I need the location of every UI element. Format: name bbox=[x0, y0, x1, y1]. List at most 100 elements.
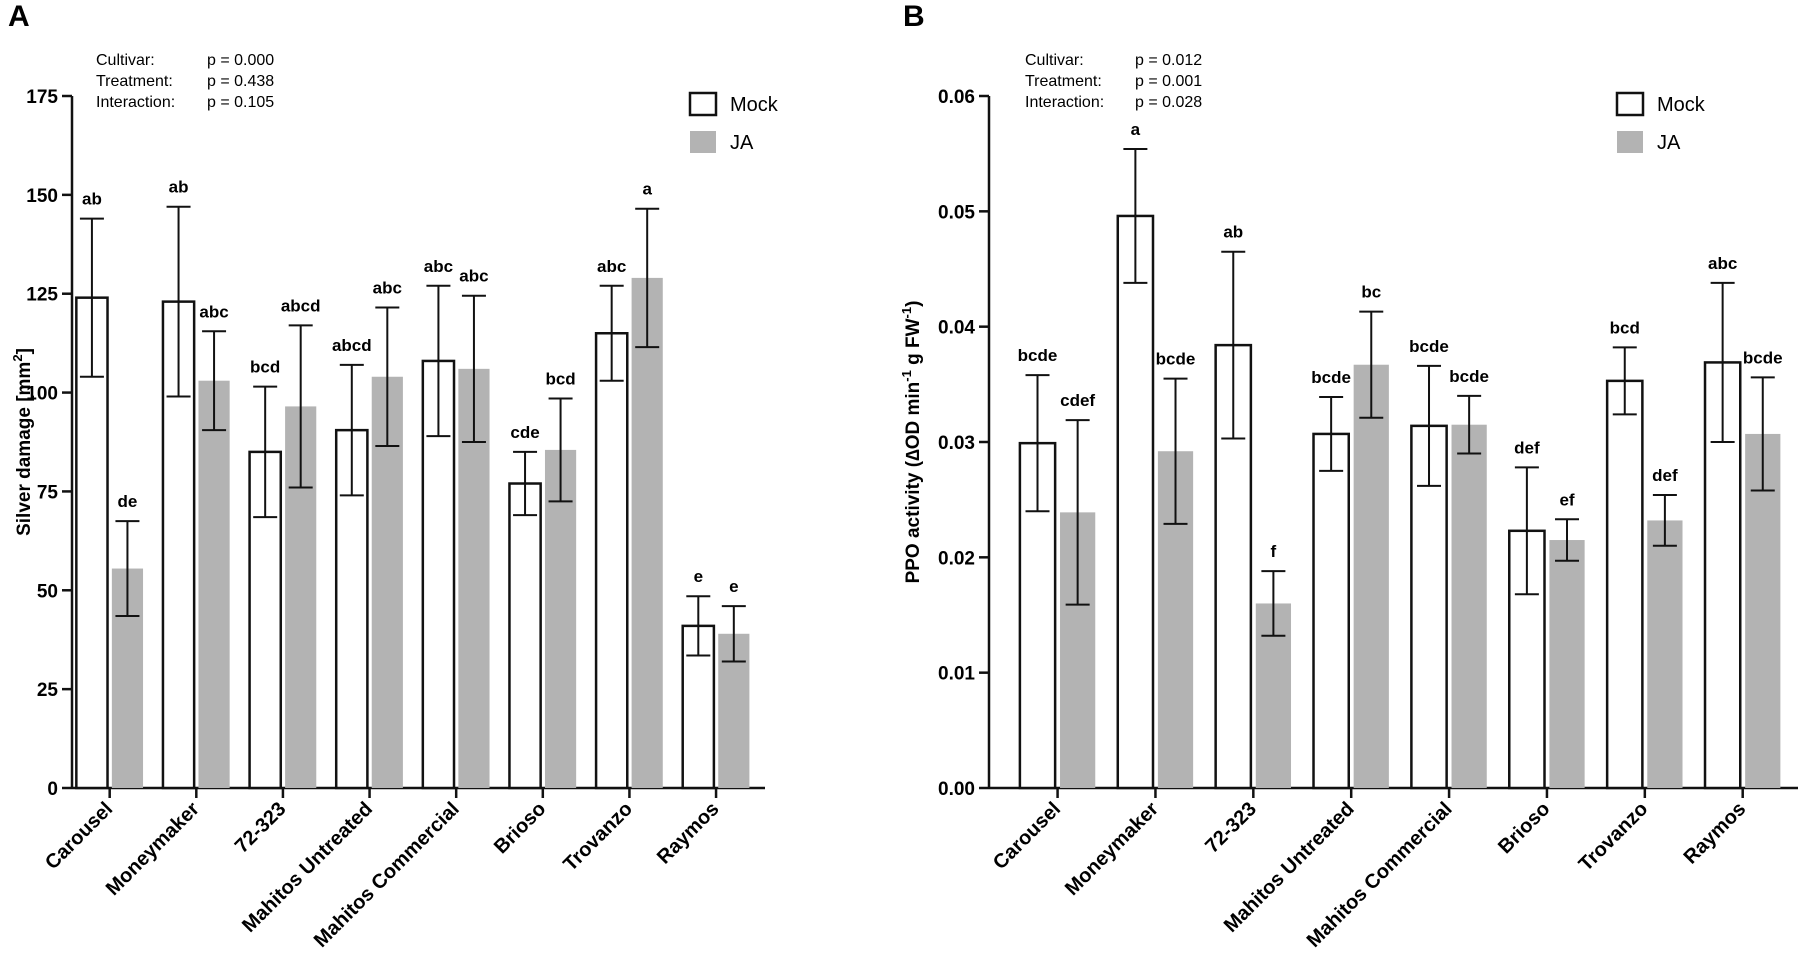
significance-letter: abc bbox=[373, 279, 402, 298]
significance-letter: ef bbox=[1559, 490, 1574, 509]
y-tick-label: 0.02 bbox=[938, 548, 975, 569]
legend-label: Mock bbox=[730, 94, 779, 116]
x-category-label: Raymos bbox=[653, 798, 724, 869]
y-axis-title: Silver damage [mm2] bbox=[10, 348, 35, 536]
bar-mock bbox=[508, 482, 542, 790]
significance-letter: bcde bbox=[1156, 350, 1196, 369]
x-category-label: Mahitos Commercial bbox=[310, 798, 464, 952]
significance-letter: abc bbox=[199, 302, 228, 321]
y-tick-label: 25 bbox=[37, 680, 59, 701]
significance-letter: abc bbox=[424, 257, 453, 276]
legend-label: JA bbox=[730, 132, 754, 154]
y-title-main: PPO activity (∆OD min bbox=[903, 382, 924, 584]
stat-value: p = 0.105 bbox=[207, 94, 274, 111]
bar-mock bbox=[1312, 432, 1351, 790]
stat-label: Interaction: bbox=[1025, 94, 1104, 111]
stat-label: Treatment: bbox=[96, 73, 173, 90]
y-tick-label: 0.01 bbox=[938, 664, 975, 685]
y-tick-label: 125 bbox=[26, 285, 58, 306]
y-title-end: ] bbox=[14, 348, 35, 354]
stat-label: Interaction: bbox=[96, 94, 175, 111]
significance-letter: a bbox=[1131, 120, 1141, 139]
significance-letter: bcde bbox=[1449, 367, 1489, 386]
y-tick-label: 150 bbox=[26, 186, 58, 207]
stat-label: Cultivar: bbox=[96, 52, 155, 69]
bar-mock bbox=[1605, 379, 1644, 790]
significance-letter: bc bbox=[1361, 283, 1381, 302]
legend-swatch-mock bbox=[1615, 91, 1645, 117]
bar-mock bbox=[75, 296, 109, 790]
significance-letter: bcde bbox=[1311, 368, 1351, 387]
y-title-mid: g FW bbox=[903, 318, 924, 370]
y-tick-label: 50 bbox=[37, 581, 58, 602]
stat-label: Cultivar: bbox=[1025, 52, 1084, 69]
significance-letter: cde bbox=[510, 423, 539, 442]
significance-letter: bcd bbox=[545, 370, 575, 389]
legend-swatch-mock bbox=[688, 91, 718, 117]
bar-mock bbox=[248, 450, 283, 790]
stat-label: Treatment: bbox=[1025, 73, 1102, 90]
significance-letter: bcd bbox=[250, 358, 280, 377]
legend-swatch-ja bbox=[690, 131, 716, 153]
legend-label: JA bbox=[1657, 132, 1681, 154]
panel-a: A Cultivar: p = 0.000 Treatment: p = 0.438 In… bbox=[8, 0, 779, 952]
y-tick-label: 75 bbox=[37, 482, 59, 503]
stat-value: p = 0.028 bbox=[1135, 94, 1202, 111]
significance-letter: f bbox=[1271, 542, 1277, 561]
significance-letter: ab bbox=[82, 190, 102, 209]
significance-letter: abcd bbox=[332, 336, 372, 355]
y-title-end: ) bbox=[903, 301, 924, 307]
bar-ja bbox=[1451, 424, 1487, 788]
legend-label: Mock bbox=[1657, 94, 1706, 116]
significance-letter: ab bbox=[169, 178, 189, 197]
significance-letter: def bbox=[1652, 466, 1678, 485]
x-category-label: 72-323 bbox=[1201, 798, 1261, 858]
significance-letter: ab bbox=[1223, 223, 1243, 242]
y-title-sup: 2 bbox=[10, 354, 25, 361]
significance-letter: bcde bbox=[1409, 337, 1449, 356]
x-category-label: Moneymaker bbox=[102, 798, 204, 900]
stat-value: p = 0.012 bbox=[1135, 52, 1202, 69]
bar-ja bbox=[544, 449, 577, 788]
y-tick-label: 0.06 bbox=[938, 87, 975, 108]
y-tick-label: 0.05 bbox=[938, 202, 975, 223]
y-tick-label: 0.00 bbox=[938, 779, 975, 800]
y-tick-label: 0.04 bbox=[938, 318, 975, 339]
panel-letter: A bbox=[8, 0, 30, 33]
bar-ja bbox=[198, 380, 230, 788]
x-category-label: 72-323 bbox=[231, 798, 291, 858]
bar-mock bbox=[594, 332, 629, 790]
y-title-sup: -1 bbox=[899, 370, 914, 382]
bar-ja bbox=[631, 277, 663, 788]
stat-value: p = 0.000 bbox=[207, 52, 274, 69]
significance-letter: abc bbox=[459, 267, 488, 286]
significance-letter: e bbox=[729, 577, 738, 596]
x-category-label: Raymos bbox=[1680, 798, 1751, 869]
significance-letter: abc bbox=[1708, 254, 1737, 273]
significance-letter: bcd bbox=[1610, 318, 1640, 337]
x-category-label: Brioso bbox=[1494, 798, 1554, 858]
y-axis-title: PPO activity (∆OD min-1 g FW-1) bbox=[899, 301, 924, 584]
significance-letter: de bbox=[118, 492, 138, 511]
bar-ja bbox=[1353, 364, 1389, 788]
bar-mock bbox=[1116, 214, 1155, 790]
y-tick-label: 100 bbox=[26, 384, 58, 405]
bar-ja bbox=[1549, 540, 1585, 788]
x-category-label: Carousel bbox=[41, 798, 117, 874]
significance-letter: a bbox=[642, 180, 652, 199]
significance-letter: abcd bbox=[281, 296, 321, 315]
legend-swatch-ja bbox=[1617, 131, 1643, 153]
significance-letter: def bbox=[1514, 438, 1540, 457]
panel-b: B Cultivar: p = 0.012 Treatment: p = 0.001 In… bbox=[899, 0, 1798, 952]
stat-value: p = 0.001 bbox=[1135, 73, 1202, 90]
significance-letter: bcde bbox=[1018, 346, 1058, 365]
x-category-label: Carousel bbox=[989, 798, 1065, 874]
y-tick-label: 0.03 bbox=[938, 433, 975, 454]
significance-letter: cdef bbox=[1060, 391, 1095, 410]
panel-letter: B bbox=[903, 0, 925, 33]
bar-ja bbox=[1745, 433, 1781, 788]
y-tick-label: 175 bbox=[26, 87, 58, 108]
x-category-label: Trovanzo bbox=[559, 798, 637, 876]
significance-letter: bcde bbox=[1743, 348, 1783, 367]
